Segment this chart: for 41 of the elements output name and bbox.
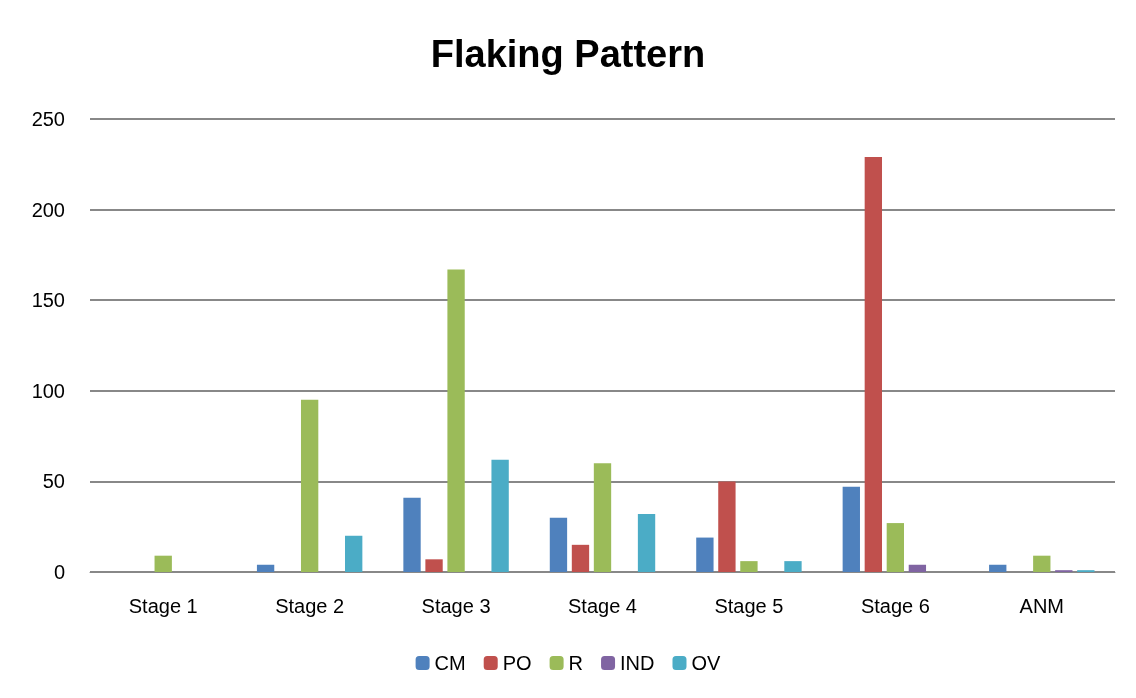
legend-label: R	[568, 652, 584, 674]
bar	[300, 399, 319, 572]
legend-label: OV	[691, 652, 722, 674]
bar	[908, 564, 927, 572]
x-tick-label: Stage 2	[275, 595, 345, 617]
bar	[256, 564, 275, 572]
bar	[989, 564, 1007, 572]
bar	[886, 523, 905, 572]
bar	[637, 514, 656, 572]
x-tick-label: Stage 3	[421, 595, 491, 617]
bar	[571, 544, 590, 572]
bar	[696, 537, 714, 572]
legend-label: PO	[502, 652, 532, 674]
bar	[549, 517, 568, 572]
x-tick-label: Stage 6	[860, 595, 930, 617]
x-tick-label: Stage 4	[568, 595, 637, 617]
y-tick-label: 100	[31, 379, 65, 402]
x-tick-label: Stage 1	[128, 595, 198, 617]
x-tick-label: Stage 5	[714, 595, 784, 617]
bar	[864, 157, 883, 572]
y-tick-label: 150	[31, 289, 65, 312]
bar	[842, 486, 860, 572]
legend-label: IND	[620, 652, 655, 674]
bar	[784, 561, 802, 572]
y-tick-label: 0	[53, 561, 65, 583]
y-tick-label: 250	[31, 108, 65, 130]
bar	[1033, 555, 1051, 572]
chart-title: Flaking Pattern	[430, 33, 706, 75]
bar	[447, 269, 465, 572]
legend-label: CM	[434, 652, 466, 674]
bar	[403, 497, 421, 572]
bar	[154, 555, 172, 572]
bar	[593, 463, 612, 572]
x-tick-label: ANM	[1019, 595, 1065, 617]
y-tick-label: 200	[31, 198, 65, 221]
y-tick-label: 50	[42, 470, 65, 493]
bar	[491, 459, 509, 572]
bar	[718, 481, 736, 572]
bar	[425, 559, 443, 572]
bar	[345, 535, 363, 572]
bar	[740, 561, 758, 572]
